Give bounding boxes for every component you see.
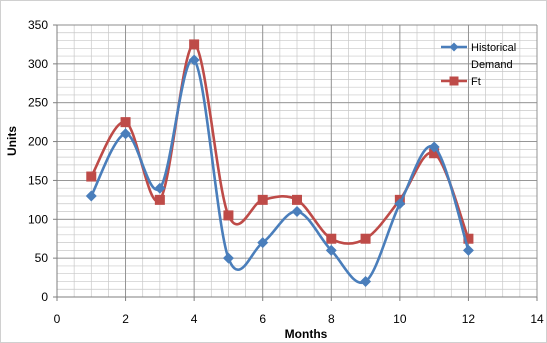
data-point-historical-demand <box>360 275 372 287</box>
data-point-historical-demand <box>428 141 440 153</box>
grid <box>56 24 538 298</box>
data-point-historical-demand <box>462 244 474 256</box>
x-tick-label: 4 <box>191 312 198 326</box>
data-point-historical-demand <box>85 190 97 202</box>
y-tick-label: 250 <box>28 96 48 110</box>
y-tick-label: 200 <box>28 135 48 149</box>
data-point-ft <box>86 171 97 182</box>
tick-labels: 0 2 4 6 8 10 12 14 0 50 100 150 200 250 300 350 <box>28 18 544 326</box>
y-axis-title: Units <box>5 126 19 156</box>
data-point-historical-demand <box>120 128 132 140</box>
y-tick-label: 350 <box>28 18 48 32</box>
y-tick-label: 50 <box>35 251 49 265</box>
legend-label-historical-demand: Demand <box>471 59 513 71</box>
data-point-historical-demand <box>291 206 303 218</box>
legend-marker-historical-demand <box>449 42 459 52</box>
series-ft <box>86 39 474 245</box>
x-axis-title: Months <box>285 327 328 341</box>
data-point-historical-demand <box>154 182 166 194</box>
y-tick-label: 150 <box>28 173 48 187</box>
legend-label-historical-demand: Historical <box>471 42 516 54</box>
data-point-historical-demand <box>222 252 234 264</box>
x-tick-label: 0 <box>54 312 61 326</box>
legend-entry-ft: Ft <box>441 76 481 88</box>
data-point-ft <box>429 148 440 159</box>
data-point-historical-demand <box>325 244 337 256</box>
axes <box>53 24 538 301</box>
data-point-ft <box>189 39 200 50</box>
data-point-ft <box>292 194 302 205</box>
legend-entry-historical-demand: Historical Demand <box>441 42 516 71</box>
data-point-ft <box>257 194 268 205</box>
data-point-ft <box>326 233 337 244</box>
data-point-ft <box>463 233 474 244</box>
data-point-ft <box>223 210 234 221</box>
legend-label-ft: Ft <box>471 76 481 88</box>
data-point-ft <box>360 233 371 244</box>
data-point-ft <box>154 194 165 205</box>
x-tick-label: 6 <box>259 312 266 326</box>
data-point-historical-demand <box>394 198 406 210</box>
x-tick-label: 14 <box>530 312 544 326</box>
y-tick-label: 300 <box>28 57 48 71</box>
x-tick-label: 2 <box>122 312 129 326</box>
legend-marker-ft <box>449 76 459 86</box>
data-point-historical-demand <box>257 237 269 249</box>
series-historical-demand <box>85 54 474 287</box>
x-tick-label: 8 <box>328 312 335 326</box>
y-tick-label: 0 <box>41 290 48 304</box>
data-point-historical-demand <box>188 54 200 66</box>
x-tick-label: 10 <box>393 312 407 326</box>
series <box>85 39 474 287</box>
legend: Historical Demand Ft <box>441 42 516 88</box>
data-point-ft <box>120 117 131 128</box>
x-tick-label: 12 <box>462 312 476 326</box>
y-tick-label: 100 <box>28 212 48 226</box>
